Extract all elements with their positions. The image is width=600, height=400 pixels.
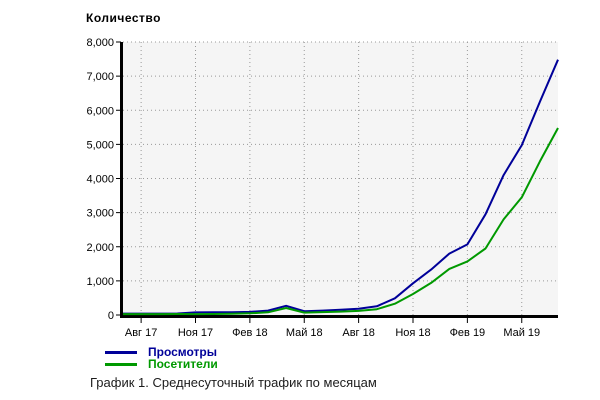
x-tick-label: Май 19 [503,327,540,339]
x-tick-label: Авг 17 [125,327,157,339]
y-axis [120,42,123,318]
chart-caption: График 1. Среднесуточный трафик по месяц… [90,375,377,390]
legend-label-views: Просмотры [148,345,218,359]
plot-background [123,42,558,315]
x-tick-label: Фев 19 [450,327,486,339]
legend-item-views: Просмотры [105,345,218,359]
x-tick-label: Ноя 18 [395,327,430,339]
x-tick-label: Май 18 [286,327,323,339]
visitors-line-swatch-icon [105,362,137,366]
y-tick-label: 6,000 [86,105,114,117]
views-line-swatch-icon [105,350,137,354]
x-tick-label: Фев 18 [232,327,268,339]
legend-label-visitors: Посетители [148,357,218,371]
chart-title: Количество [86,11,161,25]
y-tick-label: 1,000 [86,276,114,288]
x-tick-label: Ноя 17 [178,327,213,339]
y-tick-label: 7,000 [86,71,114,83]
y-tick-label: 2,000 [86,242,114,254]
views-line [123,59,559,315]
y-tick-label: 5,000 [86,139,114,151]
y-tick-label: 4,000 [86,174,114,186]
x-tick-label: Авг 18 [342,327,374,339]
y-tick-label: 3,000 [86,208,114,220]
x-axis [120,315,558,318]
y-tick-label: 0 [108,310,114,322]
visitors-line [123,127,559,316]
chart-legend: Просмотры Посетители [105,345,218,371]
legend-item-visitors: Посетители [105,357,218,371]
chart-plot-area: 0 1,000 2,000 3,000 4,000 5,000 6,000 7,000 8,00… [86,37,559,339]
y-tick-label: 8,000 [86,37,114,49]
